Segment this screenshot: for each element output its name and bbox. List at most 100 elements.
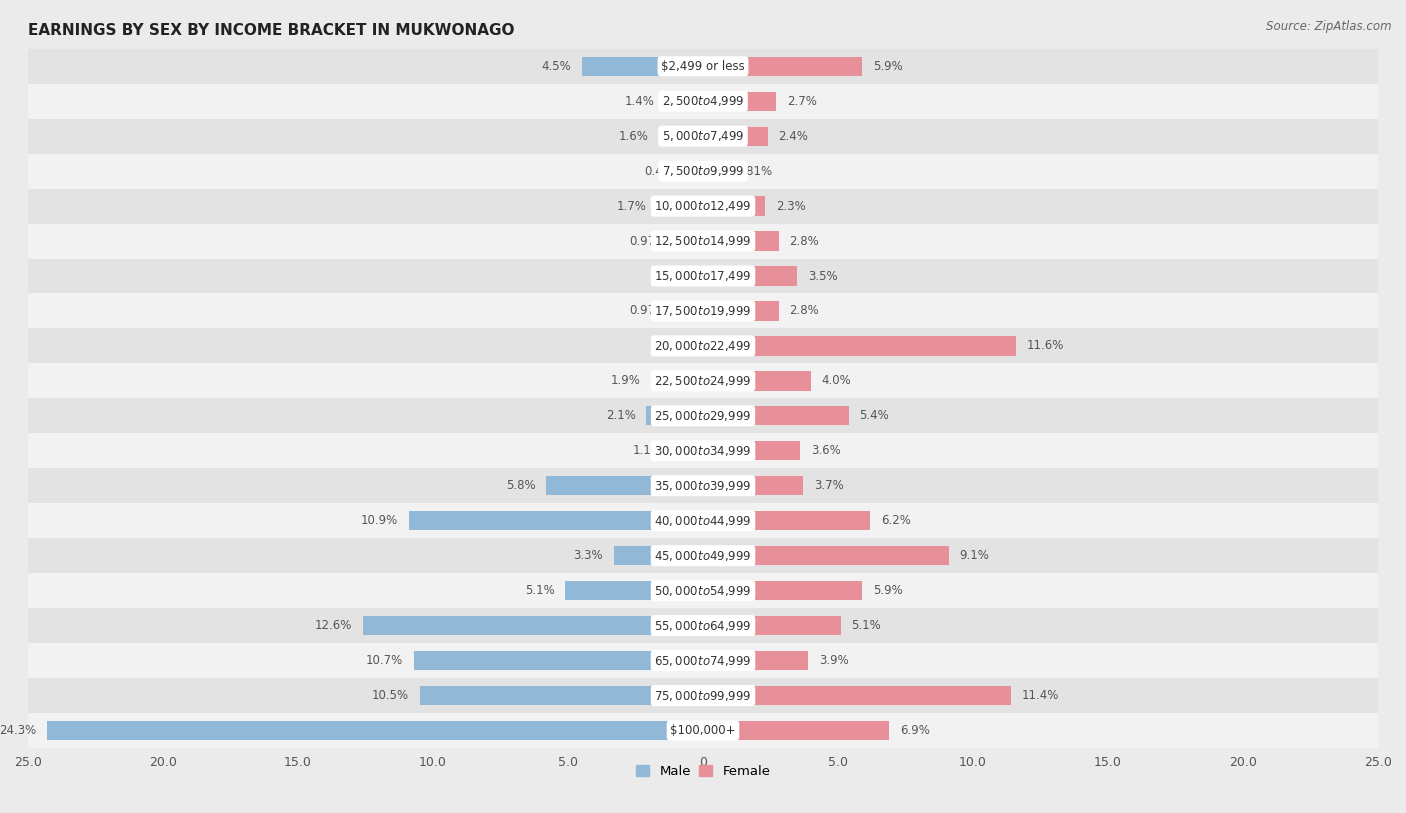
Text: $65,000 to $74,999: $65,000 to $74,999 — [654, 654, 752, 667]
Bar — [652, 372, 703, 390]
Text: 3.3%: 3.3% — [574, 550, 603, 562]
Bar — [673, 441, 703, 460]
Text: 24.3%: 24.3% — [0, 724, 37, 737]
Bar — [703, 267, 797, 285]
Bar — [703, 302, 779, 320]
Bar — [28, 503, 1378, 538]
Bar — [647, 406, 703, 425]
Text: 9.1%: 9.1% — [959, 550, 990, 562]
Bar — [703, 92, 776, 111]
Bar — [614, 546, 703, 565]
Bar — [28, 189, 1378, 224]
Text: 1.6%: 1.6% — [619, 130, 650, 142]
Text: 6.2%: 6.2% — [882, 515, 911, 527]
Bar — [28, 538, 1378, 573]
Text: 0.0%: 0.0% — [662, 340, 692, 352]
Bar — [703, 162, 725, 180]
Text: 3.5%: 3.5% — [808, 270, 838, 282]
Bar — [703, 372, 811, 390]
Bar — [565, 581, 703, 600]
Text: $10,000 to $12,499: $10,000 to $12,499 — [654, 199, 752, 213]
Text: $75,000 to $99,999: $75,000 to $99,999 — [654, 689, 752, 702]
Text: $15,000 to $17,499: $15,000 to $17,499 — [654, 269, 752, 283]
Text: 0.81%: 0.81% — [735, 165, 773, 177]
Text: 4.0%: 4.0% — [821, 375, 852, 387]
Bar — [28, 119, 1378, 154]
Legend: Male, Female: Male, Female — [630, 759, 776, 783]
Text: $20,000 to $22,499: $20,000 to $22,499 — [654, 339, 752, 353]
Text: 0.19%: 0.19% — [650, 270, 688, 282]
Bar — [703, 581, 862, 600]
Text: $12,500 to $14,999: $12,500 to $14,999 — [654, 234, 752, 248]
Bar — [28, 573, 1378, 608]
Bar — [676, 232, 703, 250]
Bar — [28, 363, 1378, 398]
Text: 12.6%: 12.6% — [315, 620, 352, 632]
Bar — [28, 328, 1378, 363]
Text: 1.4%: 1.4% — [624, 95, 654, 107]
Bar — [703, 721, 889, 740]
Bar — [363, 616, 703, 635]
Text: $100,000+: $100,000+ — [671, 724, 735, 737]
Bar — [582, 57, 703, 76]
Bar — [703, 441, 800, 460]
Bar — [703, 546, 949, 565]
Text: 2.3%: 2.3% — [776, 200, 806, 212]
Text: 2.1%: 2.1% — [606, 410, 636, 422]
Bar — [665, 92, 703, 111]
Bar — [28, 224, 1378, 259]
Bar — [703, 686, 1011, 705]
Bar — [46, 721, 703, 740]
Text: 5.4%: 5.4% — [859, 410, 890, 422]
Bar — [703, 616, 841, 635]
Text: 5.9%: 5.9% — [873, 585, 903, 597]
Text: $35,000 to $39,999: $35,000 to $39,999 — [654, 479, 752, 493]
Text: EARNINGS BY SEX BY INCOME BRACKET IN MUKWONAGO: EARNINGS BY SEX BY INCOME BRACKET IN MUK… — [28, 23, 515, 38]
Text: 0.97%: 0.97% — [628, 305, 666, 317]
Bar — [28, 608, 1378, 643]
Bar — [28, 84, 1378, 119]
Bar — [28, 293, 1378, 328]
Text: 3.9%: 3.9% — [820, 654, 849, 667]
Bar — [28, 398, 1378, 433]
Bar — [419, 686, 703, 705]
Text: $22,500 to $24,999: $22,500 to $24,999 — [654, 374, 752, 388]
Text: 10.5%: 10.5% — [371, 689, 409, 702]
Text: 5.1%: 5.1% — [852, 620, 882, 632]
Text: $40,000 to $44,999: $40,000 to $44,999 — [654, 514, 752, 528]
Bar — [703, 127, 768, 146]
Bar — [692, 162, 703, 180]
Text: 0.41%: 0.41% — [644, 165, 681, 177]
Bar — [28, 259, 1378, 293]
Bar — [28, 678, 1378, 713]
Bar — [697, 267, 703, 285]
Text: 2.8%: 2.8% — [789, 235, 820, 247]
Text: 2.8%: 2.8% — [789, 305, 820, 317]
Text: 2.7%: 2.7% — [787, 95, 817, 107]
Bar — [657, 197, 703, 215]
Bar — [703, 651, 808, 670]
Text: 5.9%: 5.9% — [873, 60, 903, 72]
Text: 1.9%: 1.9% — [612, 375, 641, 387]
Text: $45,000 to $49,999: $45,000 to $49,999 — [654, 549, 752, 563]
Text: $25,000 to $29,999: $25,000 to $29,999 — [654, 409, 752, 423]
Text: $30,000 to $34,999: $30,000 to $34,999 — [654, 444, 752, 458]
Text: 3.7%: 3.7% — [814, 480, 844, 492]
Bar — [28, 468, 1378, 503]
Bar — [28, 643, 1378, 678]
Bar — [659, 127, 703, 146]
Bar — [28, 713, 1378, 748]
Bar — [703, 232, 779, 250]
Bar — [703, 406, 849, 425]
Text: 5.8%: 5.8% — [506, 480, 536, 492]
Bar — [28, 433, 1378, 468]
Bar — [415, 651, 703, 670]
Bar — [28, 154, 1378, 189]
Text: $50,000 to $54,999: $50,000 to $54,999 — [654, 584, 752, 598]
Text: 6.9%: 6.9% — [900, 724, 929, 737]
Bar — [28, 49, 1378, 84]
Text: 10.9%: 10.9% — [361, 515, 398, 527]
Bar — [703, 511, 870, 530]
Bar — [547, 476, 703, 495]
Text: 10.7%: 10.7% — [366, 654, 404, 667]
